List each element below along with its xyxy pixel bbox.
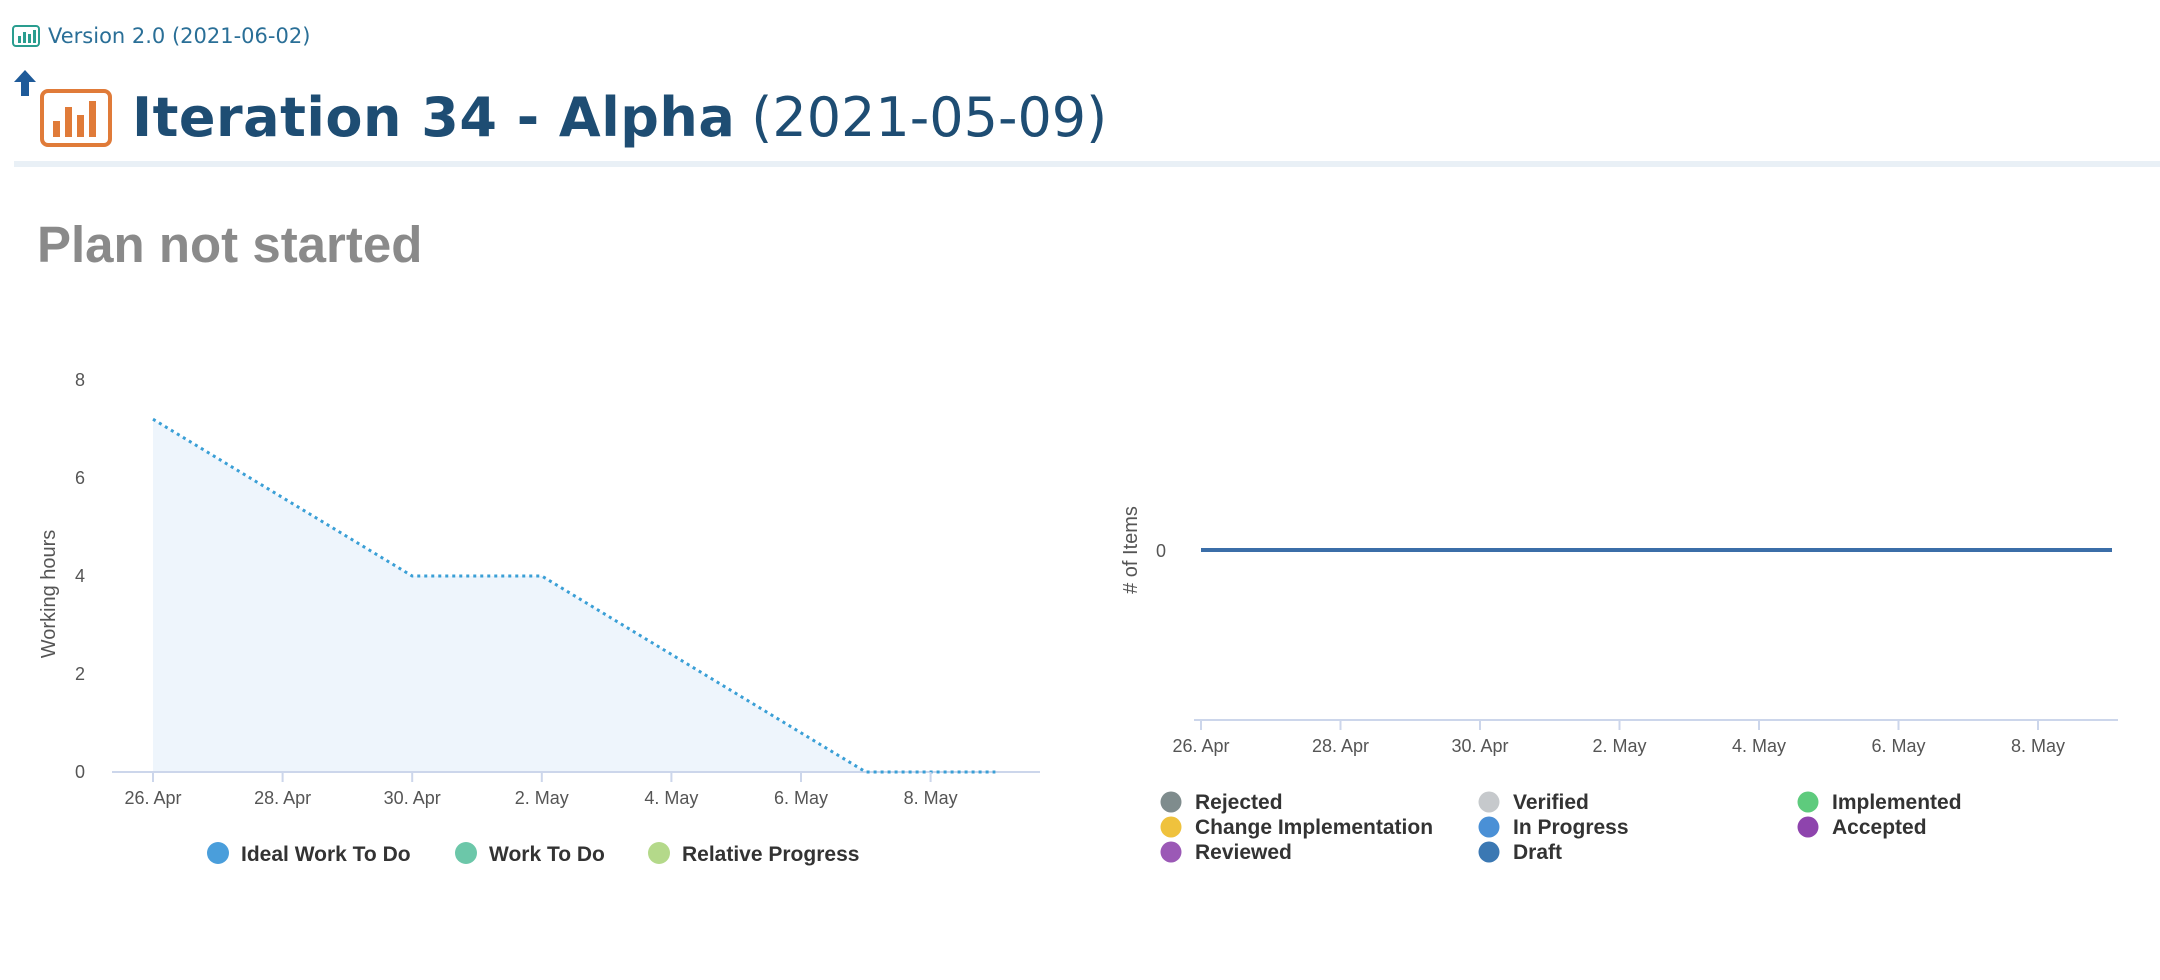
items-status-chart: 0 # of Items 26. Apr 28. Apr 30. Apr 2. May 4.…: [1120, 506, 2118, 864]
ideal-work-line: [152, 417, 996, 774]
legend-item: Implemented: [1832, 791, 1962, 814]
legend-marker: [1160, 791, 1182, 813]
burndown-chart: 26. Apr 28. Apr 30. Apr 2. May 4. May 6. May 8…: [38, 370, 1040, 866]
plan-status-heading: Plan not started: [37, 216, 423, 273]
legend-marker: [1478, 841, 1500, 863]
up-arrow-icon[interactable]: [12, 68, 38, 102]
version-link-label[interactable]: Version 2.0 (2021-06-02): [48, 24, 311, 48]
legend-item: Reviewed: [1195, 841, 1292, 864]
x-tick-label: 26. Apr: [1172, 736, 1229, 756]
legend-marker: [1797, 816, 1819, 838]
x-tick-label: 26. Apr: [124, 788, 181, 808]
chart-bar-icon: [12, 25, 40, 47]
legend-item: Accepted: [1832, 816, 1927, 839]
legend-marker: [1160, 841, 1182, 863]
x-tick-label: 8. May: [2011, 736, 2065, 756]
x-tick-label: 2. May: [1592, 736, 1646, 756]
y-axis-title: Working hours: [38, 530, 60, 659]
page-title-row: Iteration 34 - Alpha (2021-05-09): [40, 86, 1107, 149]
y-tick-label: 0: [1156, 541, 1166, 561]
legend-marker: [1478, 816, 1500, 838]
burndown-area-fill: [153, 419, 996, 772]
x-tick-label: 30. Apr: [1451, 736, 1508, 756]
legend-marker: [648, 842, 670, 864]
legend-item: Verified: [1513, 791, 1589, 814]
x-tick-label: 4. May: [644, 788, 698, 808]
chart-bar-icon: [40, 88, 112, 147]
version-link[interactable]: Version 2.0 (2021-06-02): [12, 24, 310, 48]
x-tick-label: 2. May: [515, 788, 569, 808]
page-title-date: (2021-05-09): [751, 86, 1108, 149]
y-tick-label: 6: [75, 468, 85, 488]
legend-marker: [1160, 816, 1182, 838]
title-divider: [14, 161, 2160, 167]
legend-item: Draft: [1513, 841, 1562, 864]
page-title: Iteration 34 - Alpha: [132, 86, 736, 149]
y-tick-label: 0: [75, 762, 85, 782]
legend-marker: [455, 842, 477, 864]
legend-item: Change Implementation: [1195, 816, 1433, 839]
legend-item: Relative Progress: [682, 843, 859, 866]
legend-item: Ideal Work To Do: [241, 843, 411, 866]
x-tick-label: 4. May: [1732, 736, 1786, 756]
y-tick-label: 2: [75, 664, 85, 684]
legend-item: In Progress: [1513, 816, 1629, 839]
x-tick-label: 6. May: [1871, 736, 1925, 756]
legend-marker: [1478, 791, 1500, 813]
legend-item: Work To Do: [489, 843, 605, 866]
y-tick-label: 8: [75, 370, 85, 390]
legend-marker: [1797, 791, 1819, 813]
x-tick-label: 8. May: [904, 788, 958, 808]
x-tick-label: 6. May: [774, 788, 828, 808]
legend-marker: [207, 842, 229, 864]
x-tick-label: 28. Apr: [254, 788, 311, 808]
y-tick-label: 4: [75, 566, 85, 586]
x-tick-label: 30. Apr: [384, 788, 441, 808]
legend-item: Rejected: [1195, 791, 1283, 814]
x-tick-label: 28. Apr: [1312, 736, 1369, 756]
y-axis-title: # of Items: [1120, 506, 1142, 594]
